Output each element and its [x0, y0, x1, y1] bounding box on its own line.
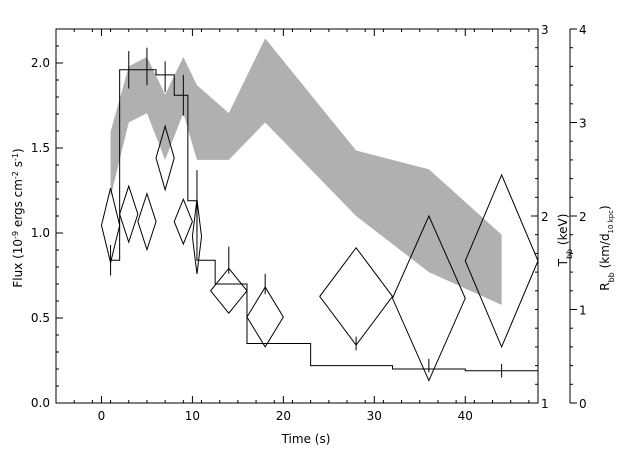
tbb-diamond-marker	[100, 187, 121, 263]
y-label-sup: -1	[11, 153, 20, 161]
right-axis-t-label: Tbb (keV)	[556, 214, 574, 268]
t-tick-label: 2	[541, 210, 549, 224]
r-tick-label: 4	[579, 23, 587, 37]
y-label-sup: -9	[11, 231, 20, 239]
x-tick-label: 30	[367, 409, 382, 423]
flux-step-layer	[110, 47, 538, 378]
y-label-part: s	[11, 161, 25, 171]
r-label-sub: 10 kpc	[607, 210, 615, 234]
y-label-part: Flux (10	[11, 239, 25, 288]
r-tick-label: 2	[579, 210, 587, 224]
r-label-part: )	[598, 205, 612, 210]
y-tick-label: 1.0	[31, 226, 50, 240]
tbb-diamond-marker	[155, 124, 175, 192]
right-axis-r-label: Rbb (km/d10 kpc)	[598, 205, 616, 290]
r-label-sub: bb	[607, 272, 616, 282]
y-tick-label: 1.5	[31, 141, 50, 155]
tbb-diamond-marker	[191, 199, 203, 275]
y-tick-label: 2.0	[31, 56, 50, 70]
y-label-part: ergs cm	[11, 179, 25, 231]
x-axis-label: Time (s)	[281, 432, 331, 446]
tbb-diamond-marker	[137, 191, 157, 252]
t-label-part: (keV)	[556, 214, 570, 249]
r-tick-label: 3	[579, 117, 587, 131]
tbb-diamond-layer	[100, 124, 539, 382]
y-label-part: )	[11, 148, 25, 153]
x-tick-label: 40	[458, 409, 473, 423]
rbb-band-layer	[110, 38, 502, 305]
t-tick-label: 1	[541, 397, 549, 411]
tbb-diamond-marker	[119, 184, 139, 244]
tbb-diamond-marker	[173, 197, 193, 246]
r-tick-label: 1	[579, 304, 587, 318]
tbb-diamond-marker	[209, 267, 248, 315]
t-tick-label: 3	[541, 23, 549, 37]
r-tick-label: 0	[579, 397, 587, 411]
tbb-diamond-marker	[391, 214, 466, 382]
tbb-diamond-marker	[246, 286, 284, 348]
y-tick-label: 0.5	[31, 311, 50, 325]
r-label-part: R	[598, 282, 612, 290]
t-label-sub: bb	[565, 249, 574, 259]
x-tick-label: 0	[98, 409, 106, 423]
t-label-part: T	[556, 258, 570, 267]
x-tick-label: 20	[276, 409, 291, 423]
tbb-diamond-marker	[319, 246, 394, 346]
y-axis-label: Flux (10-9 ergs cm-2 s-1)	[11, 148, 26, 287]
tbb-diamond-marker	[464, 173, 539, 349]
rbb-band	[110, 38, 502, 305]
y-label-sup: -2	[11, 171, 20, 179]
flux-step-line	[110, 69, 538, 372]
r-label-part: (km/d	[598, 233, 612, 272]
x-tick-label: 10	[185, 409, 200, 423]
y-tick-label: 0.0	[31, 396, 50, 410]
